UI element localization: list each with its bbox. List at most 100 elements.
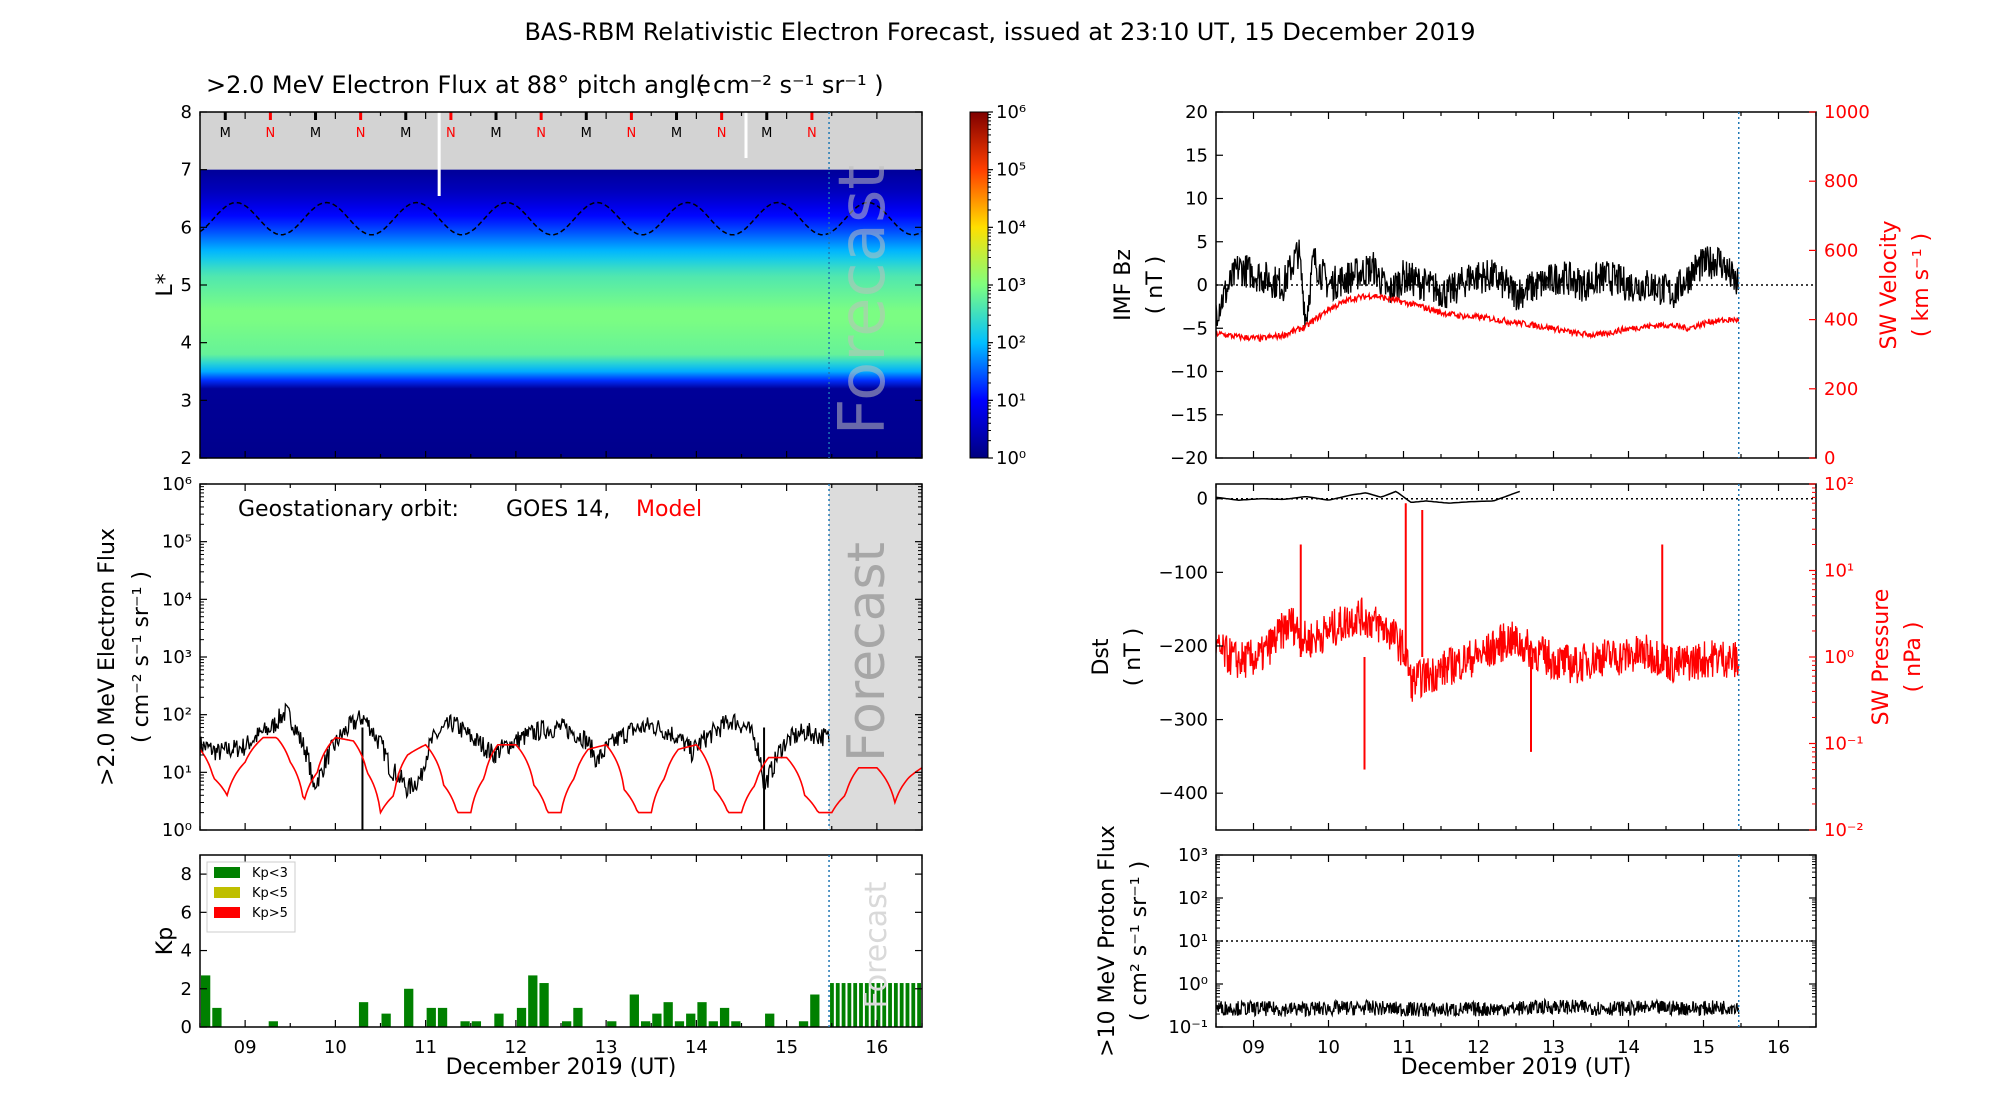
lstar-title: >2.0 MeV Electron Flux at 88° pitch angl… [206, 71, 711, 99]
kp-bar [708, 1021, 718, 1027]
kp-bar [516, 1007, 527, 1027]
geo-series [200, 702, 922, 830]
y-tick-label: 15 [1185, 145, 1208, 166]
proton-series [1216, 940, 1816, 1018]
dst-axes: −400 −300 −200 −100 0 10⁻² 10⁻¹ 10⁰ 10¹ 10² [1159, 474, 1864, 841]
kp-forecast-bar [859, 983, 863, 1027]
geo-units: ( cm⁻² s⁻¹ sr⁻¹ ) [129, 571, 154, 743]
y-tick-label: 7 [181, 160, 192, 181]
kp-bar [674, 1021, 685, 1027]
kp-bar [731, 1021, 741, 1027]
sw-velocity-units: ( km s⁻¹ ) [1909, 233, 1934, 337]
y-tick-label: −10 [1170, 362, 1208, 383]
y-tick-label: 0 [181, 1017, 192, 1038]
kp-bar [640, 1021, 651, 1027]
kp-forecast-bar [830, 983, 834, 1027]
lstar-panel: >2.0 MeV Electron Flux at 88° pitch angl… [153, 71, 1026, 469]
x-tick-label: 11 [414, 1037, 437, 1058]
y-tick-label: 10⁰ [1824, 647, 1854, 668]
colorbar-axis: 10⁰ 10¹ 10² 10³ 10⁴ 10⁵ 10⁶ [988, 102, 1026, 469]
kp-bar [268, 1021, 278, 1027]
kp-bar [201, 975, 211, 1027]
mlt-marker-label: N [807, 126, 817, 141]
imf-ylabel: IMF Bz [1111, 249, 1136, 321]
y-tick-label: 10³ [162, 647, 192, 668]
imf-ylabel-units: ( nT ) [1143, 256, 1168, 315]
colorbar-tick-label: 10² [996, 333, 1026, 354]
y-tick-label: 600 [1824, 240, 1858, 261]
sw-pressure-ylabel: SW Pressure [1869, 589, 1894, 726]
sw-pressure-line [1216, 597, 1740, 702]
kp-bar [629, 994, 639, 1027]
y-tick-label: 8 [181, 864, 192, 885]
kp-legend: Kp<3 Kp<5 Kp>5 [206, 861, 296, 933]
x-tick-label: 14 [685, 1037, 708, 1058]
x-tick-label: 14 [1617, 1037, 1640, 1058]
kp-bar [494, 1013, 504, 1027]
kp-bar [358, 1002, 369, 1027]
kp-forecast-bar [893, 983, 898, 1027]
kp-forecast-bar [899, 983, 904, 1027]
mlt-marker-label: M [220, 126, 231, 141]
x-tick-label: 15 [775, 1037, 798, 1058]
kp-forecast-bar [911, 983, 916, 1027]
y-tick-label: 20 [1185, 102, 1208, 123]
y-tick-label: −100 [1159, 562, 1208, 583]
y-tick-label: 10² [162, 705, 192, 726]
y-tick-label: 10⁶ [162, 474, 192, 495]
kp-bar [697, 1002, 707, 1027]
colorbar-tick-label: 10⁴ [996, 217, 1026, 238]
kp-forecast-bar [853, 983, 858, 1027]
dst-line [1216, 490, 1521, 504]
geo-frame [199, 483, 923, 831]
kp-forecast-bar [882, 983, 887, 1027]
y-tick-label: 6 [181, 217, 192, 238]
geo-annotation-model: Model [636, 497, 702, 522]
mlt-marker-label: M [761, 126, 772, 141]
kp-forecast-watermark: Forecast [859, 881, 894, 1008]
geo-panel: Forecast 10⁰ 10¹ 10² 10³ 10⁴ 10⁵ 10⁶ Geostatio… [95, 474, 923, 841]
y-tick-label: 5 [1197, 232, 1208, 253]
y-tick-label: 200 [1824, 379, 1858, 400]
dst-series [1216, 490, 1816, 770]
sw-pressure-units: ( nPa ) [1901, 622, 1926, 693]
y-tick-label: 6 [181, 902, 192, 923]
kp-bar [798, 1021, 809, 1027]
x-tick-label: 13 [595, 1037, 618, 1058]
kp-bar [437, 1007, 448, 1027]
y-tick-label: 0 [1824, 448, 1835, 469]
kp-bar [719, 1007, 730, 1027]
kp-bar [212, 1007, 222, 1027]
kp-bar [528, 975, 538, 1027]
y-tick-label: 3 [181, 390, 192, 411]
mlt-marker-label: N [356, 126, 366, 141]
kp-forecast-bar [835, 983, 840, 1027]
dst-ylabel: Dst [1089, 638, 1114, 675]
y-tick-label: 8 [181, 102, 192, 123]
y-tick-label: 10⁰ [1178, 974, 1208, 995]
x-tick-label: 15 [1692, 1037, 1715, 1058]
kp-ylabel: Kp [153, 927, 178, 955]
mlt-marker-label: M [400, 126, 411, 141]
kp-forecast-bar [888, 983, 892, 1027]
kp-bar [426, 1007, 436, 1027]
y-tick-label: −5 [1181, 318, 1208, 339]
y-tick-label: 10⁻¹ [1168, 1017, 1208, 1038]
y-tick-label: 4 [181, 941, 192, 962]
x-tick-label: 10 [324, 1037, 347, 1058]
x-tick-label: 16 [865, 1037, 888, 1058]
kp-bar [381, 1013, 391, 1027]
y-tick-label: 4 [181, 333, 192, 354]
colorbar-tick-label: 10⁶ [996, 102, 1026, 123]
kp-bar [607, 1021, 617, 1027]
x-tick-label: 10 [1317, 1037, 1340, 1058]
kp-bar [686, 1013, 696, 1027]
mlt-marker-label: N [536, 126, 546, 141]
y-tick-label: 0 [1197, 489, 1208, 510]
lstar-axes: 2 3 4 5 6 7 8 [181, 102, 923, 469]
colorbar [969, 111, 989, 459]
geo-axes: 10⁰ 10¹ 10² 10³ 10⁴ 10⁵ 10⁶ [162, 474, 923, 841]
